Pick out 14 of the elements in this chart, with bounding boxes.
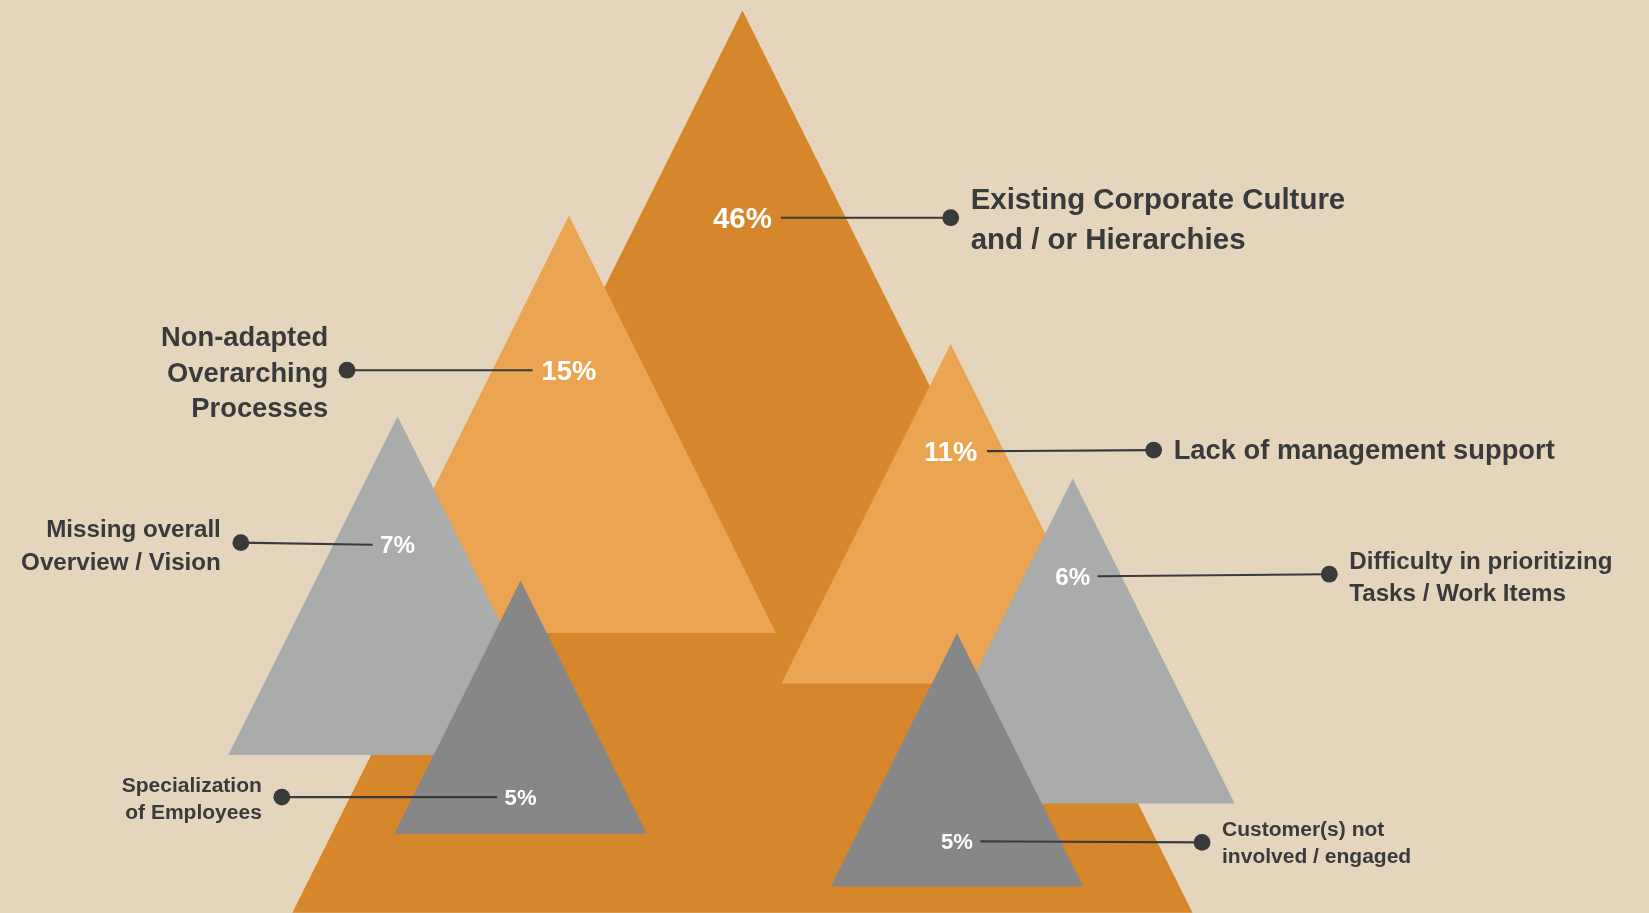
category-label: Difficulty in prioritizing Tasks / Work Items: [1349, 547, 1613, 606]
data-label: 5%: [941, 829, 974, 855]
data-label: 11%: [924, 435, 978, 467]
category-label: Customer(s) not involved / engaged: [1222, 817, 1412, 868]
category-label: Non-adapted Overarching Processes: [161, 321, 329, 423]
category-label: Lack of management support: [1173, 433, 1555, 465]
category-label: Specialization of Employees: [121, 772, 262, 824]
category-label: Missing overall Overview / Vision: [21, 515, 221, 576]
data-label: 7%: [380, 531, 415, 559]
category-label: Existing Corporate Culture and / or Hierarchies: [970, 182, 1346, 256]
data-label: 46%: [713, 201, 772, 234]
data-label: 6%: [1055, 562, 1091, 590]
data-label: 5%: [504, 784, 537, 810]
data-label: 15%: [541, 354, 597, 386]
